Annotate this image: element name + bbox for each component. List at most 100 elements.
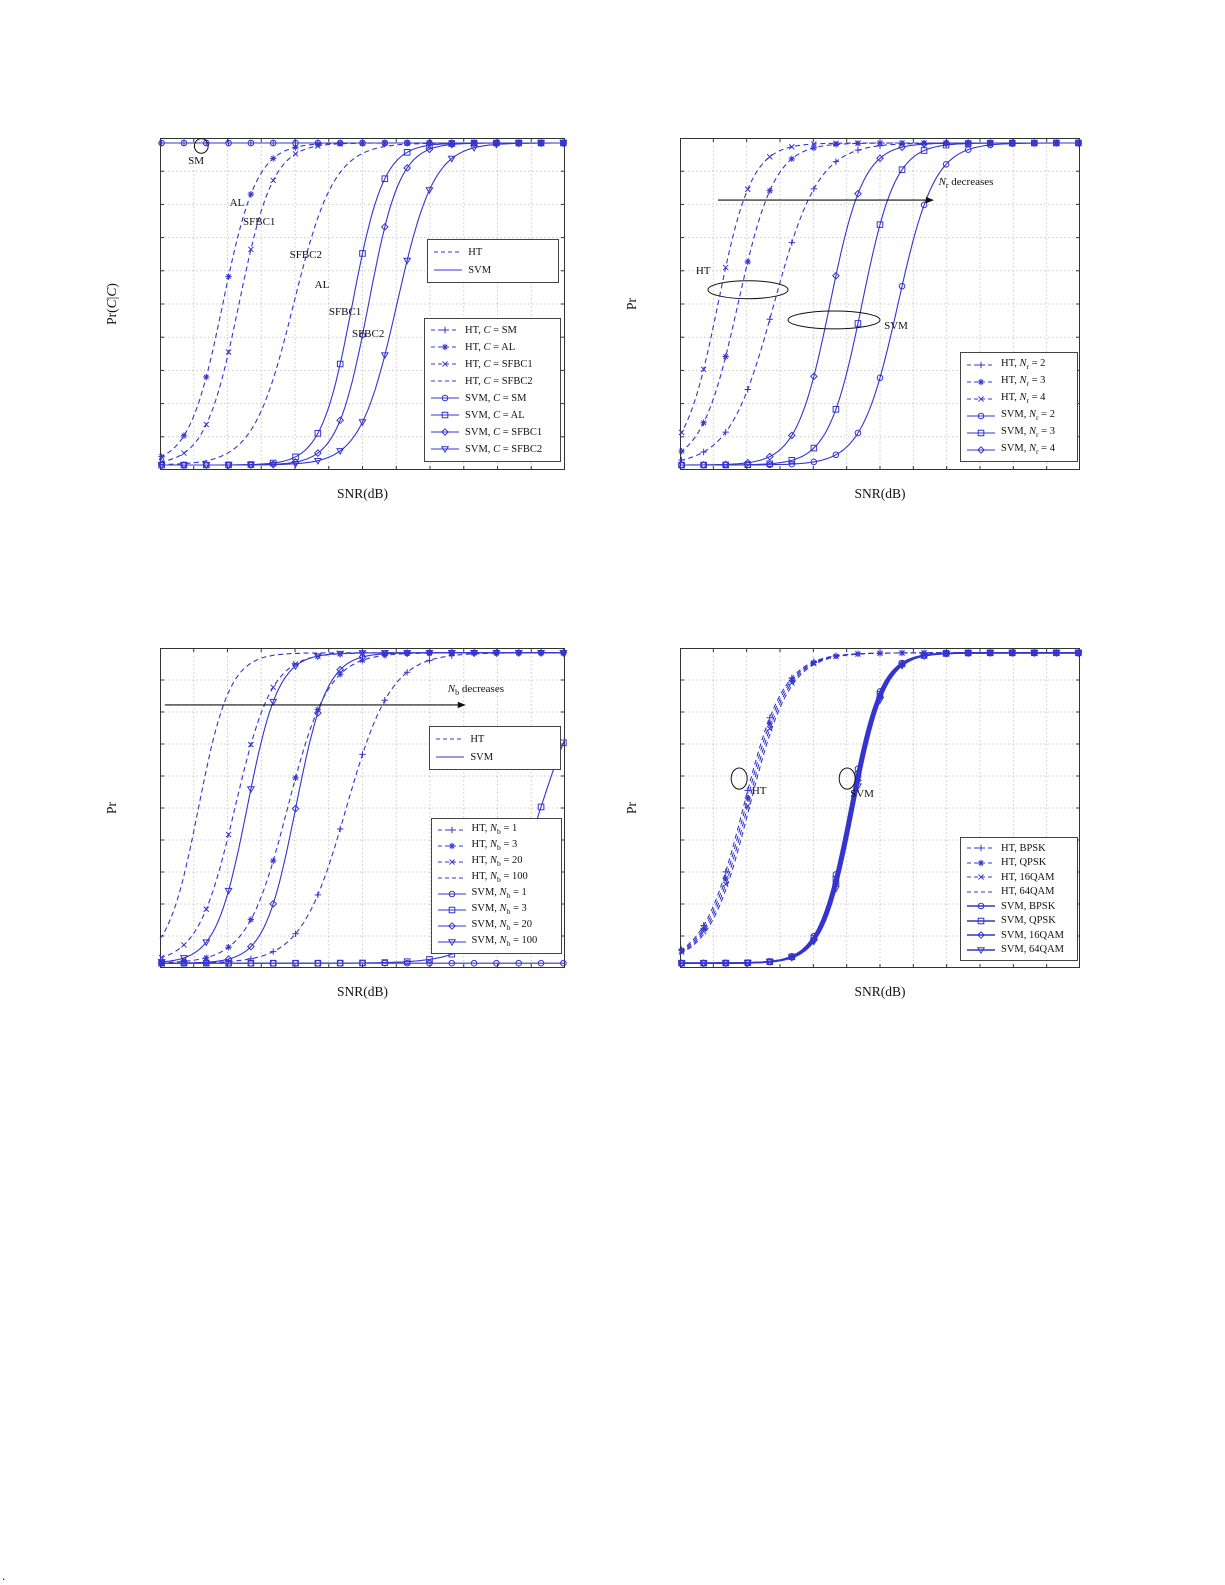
legend-entry-label: SVM, Nr = 4 bbox=[1001, 443, 1055, 457]
legend-entry-label: SVM, BPSK bbox=[1001, 900, 1056, 912]
annotation-label: Nb decreases bbox=[447, 682, 504, 697]
y-axis-label: Pr bbox=[620, 138, 644, 470]
plot-area: Nr decreases HT SVM HT, Nr = 2 HT, Nr = 3 HT,… bbox=[677, 138, 1083, 470]
legend-entry-label: HT, BPSK bbox=[1001, 842, 1046, 854]
legend-line-sample bbox=[436, 738, 465, 740]
legend-entry-label: SVM, Nb = 100 bbox=[471, 935, 538, 949]
legend-line-sample bbox=[437, 826, 466, 833]
chart-receive-antennas: Pr Nr decreases HT SVM HT, Nr = 2 HT, Nr = 3… bbox=[624, 138, 1083, 501]
legend-line-sample bbox=[967, 395, 995, 402]
legend-entry-label: HT, Nb = 1 bbox=[471, 823, 518, 837]
annotation-ellipse bbox=[787, 310, 881, 330]
legend-line-sample bbox=[967, 874, 995, 880]
legend-entry-label: SVM, Nr = 3 bbox=[1001, 426, 1055, 440]
legend-line-sample bbox=[431, 344, 460, 351]
plot-svg bbox=[677, 648, 1083, 968]
annotation-ellipse bbox=[707, 280, 789, 300]
legend: HT, Nr = 2 HT, Nr = 3 HT, Nr = 4 SVM, Nr = … bbox=[960, 352, 1078, 463]
series-svm-n-r-4 bbox=[677, 139, 1083, 469]
legend-entry-label: SVM, QPSK bbox=[1001, 915, 1056, 927]
legend-line-sample bbox=[967, 859, 995, 866]
chart-num-blocks: Pr Nb decreases HT SVM HT, Nb = 1 HT, Nb = 3… bbox=[104, 648, 568, 999]
legend-entry-label: HT, C = SFBC2 bbox=[465, 375, 533, 387]
legend-line-sample bbox=[431, 327, 460, 334]
y-axis-label-text: Pr bbox=[103, 801, 119, 815]
legend-line-sample bbox=[434, 251, 463, 253]
annotation-label: Nr decreases bbox=[938, 175, 994, 190]
legend-entry: HT, 64QAM bbox=[966, 884, 1072, 899]
legend-entry-label: SVM, Nb = 1 bbox=[471, 887, 527, 901]
legend-entry: HT, QPSK bbox=[966, 855, 1072, 870]
annotation-label: SM bbox=[188, 154, 204, 167]
plot-svg bbox=[677, 138, 1083, 470]
annotation-label: SFBC2 bbox=[351, 327, 385, 340]
legend-line-sample bbox=[431, 380, 460, 382]
legend-line-sample bbox=[967, 890, 995, 893]
legend-line-sample bbox=[437, 858, 466, 865]
legend: HT, BPSK HT, QPSK HT, 16QAM HT, 64QAM SVM, B… bbox=[960, 836, 1078, 961]
x-axis-label: SNR(dB) bbox=[336, 984, 388, 999]
legend-entry-label: SVM bbox=[468, 264, 492, 276]
chart-modulations: Pr HT SVM HT, BPSK HT, QPSK HT, 16QAM HT, 64Q… bbox=[624, 648, 1083, 999]
y-axis-label-text: Pr bbox=[623, 297, 639, 311]
legend-entry-label: SVM, Nr = 2 bbox=[1001, 409, 1055, 423]
legend-entry: SVM, C = SFBC2 bbox=[430, 441, 555, 458]
legend-entry: SVM, 64QAM bbox=[966, 942, 1072, 957]
legend-entry: HT, Nb = 20 bbox=[437, 854, 557, 870]
legend-line-sample bbox=[967, 429, 995, 436]
legend-entry-label: HT, Nr = 4 bbox=[1001, 392, 1046, 406]
legend-line-sample bbox=[437, 877, 466, 879]
plot-area: HT SVM HT, BPSK HT, QPSK HT, 16QAM HT, 64QAM S… bbox=[677, 648, 1083, 968]
series-svm-n-b-100 bbox=[157, 650, 568, 967]
legend-entry: HT bbox=[433, 243, 553, 261]
legend-line-sample bbox=[431, 395, 460, 402]
legend-entry: HT, Nr = 4 bbox=[966, 390, 1072, 407]
y-axis-label: Pr bbox=[100, 648, 124, 968]
legend-entry: SVM, Nb = 1 bbox=[437, 886, 557, 902]
legend-entry: HT, Nr = 3 bbox=[966, 373, 1072, 390]
legend-entry: SVM, C = SM bbox=[430, 390, 555, 407]
series-svm-64qam bbox=[677, 650, 1083, 968]
legend-entry: HT, Nb = 100 bbox=[437, 870, 557, 886]
legend-entry: HT, Nb = 3 bbox=[437, 838, 557, 854]
legend-entry-label: SVM, C = SM bbox=[465, 392, 527, 404]
annotation-ellipse bbox=[730, 767, 748, 790]
page-corner-mark: . bbox=[2, 1568, 6, 1583]
legend: HT, C = SM HT, C = AL HT, C = SFBC1 HT, C =… bbox=[424, 317, 561, 462]
legend-entry-label: SVM, C = AL bbox=[465, 409, 525, 421]
annotation-label: AL bbox=[229, 196, 245, 209]
legend: HT SVM bbox=[427, 239, 559, 284]
annotation-label: SFBC1 bbox=[328, 305, 362, 318]
legend-line-sample bbox=[967, 931, 995, 939]
annotation-arrow bbox=[164, 701, 466, 709]
legend-entry-label: HT, Nb = 3 bbox=[471, 839, 518, 853]
legend-line-sample bbox=[967, 378, 995, 385]
y-axis-label: Pr(C|C) bbox=[100, 138, 124, 470]
y-axis-label: Pr bbox=[620, 648, 644, 968]
legend-line-sample bbox=[431, 412, 460, 419]
legend-line-sample bbox=[967, 917, 995, 924]
legend-entry: SVM, Nr = 3 bbox=[966, 424, 1072, 441]
legend-entry: HT, BPSK bbox=[966, 841, 1072, 856]
annotation-label: SFBC1 bbox=[243, 215, 276, 228]
legend-line-sample bbox=[431, 428, 460, 437]
legend-entry: HT, Nb = 1 bbox=[437, 822, 557, 838]
legend-entry-label: HT, C = SM bbox=[465, 324, 517, 336]
annotation-label: HT bbox=[695, 264, 711, 277]
legend-entry-label: SVM, 64QAM bbox=[1001, 944, 1065, 956]
legend-entry: SVM bbox=[433, 261, 553, 279]
legend-entry-label: SVM bbox=[470, 751, 494, 763]
annotation-label: HT bbox=[751, 785, 767, 798]
legend-entry-label: SVM, 16QAM bbox=[1001, 929, 1065, 941]
legend-line-sample bbox=[967, 844, 995, 852]
legend-entry: HT, C = SM bbox=[430, 322, 555, 339]
x-axis-label: SNR(dB) bbox=[336, 486, 388, 501]
legend-entry: SVM bbox=[435, 748, 555, 766]
legend-line-sample bbox=[431, 446, 460, 454]
legend-entry: SVM, C = SFBC1 bbox=[430, 424, 555, 441]
legend-entry: HT bbox=[435, 730, 555, 748]
legend: HT, Nb = 1 HT, Nb = 3 HT, Nb = 20 HT, Nb = … bbox=[430, 817, 563, 954]
legend-entry: HT, C = AL bbox=[430, 339, 555, 356]
annotation-label: SVM bbox=[850, 787, 874, 800]
